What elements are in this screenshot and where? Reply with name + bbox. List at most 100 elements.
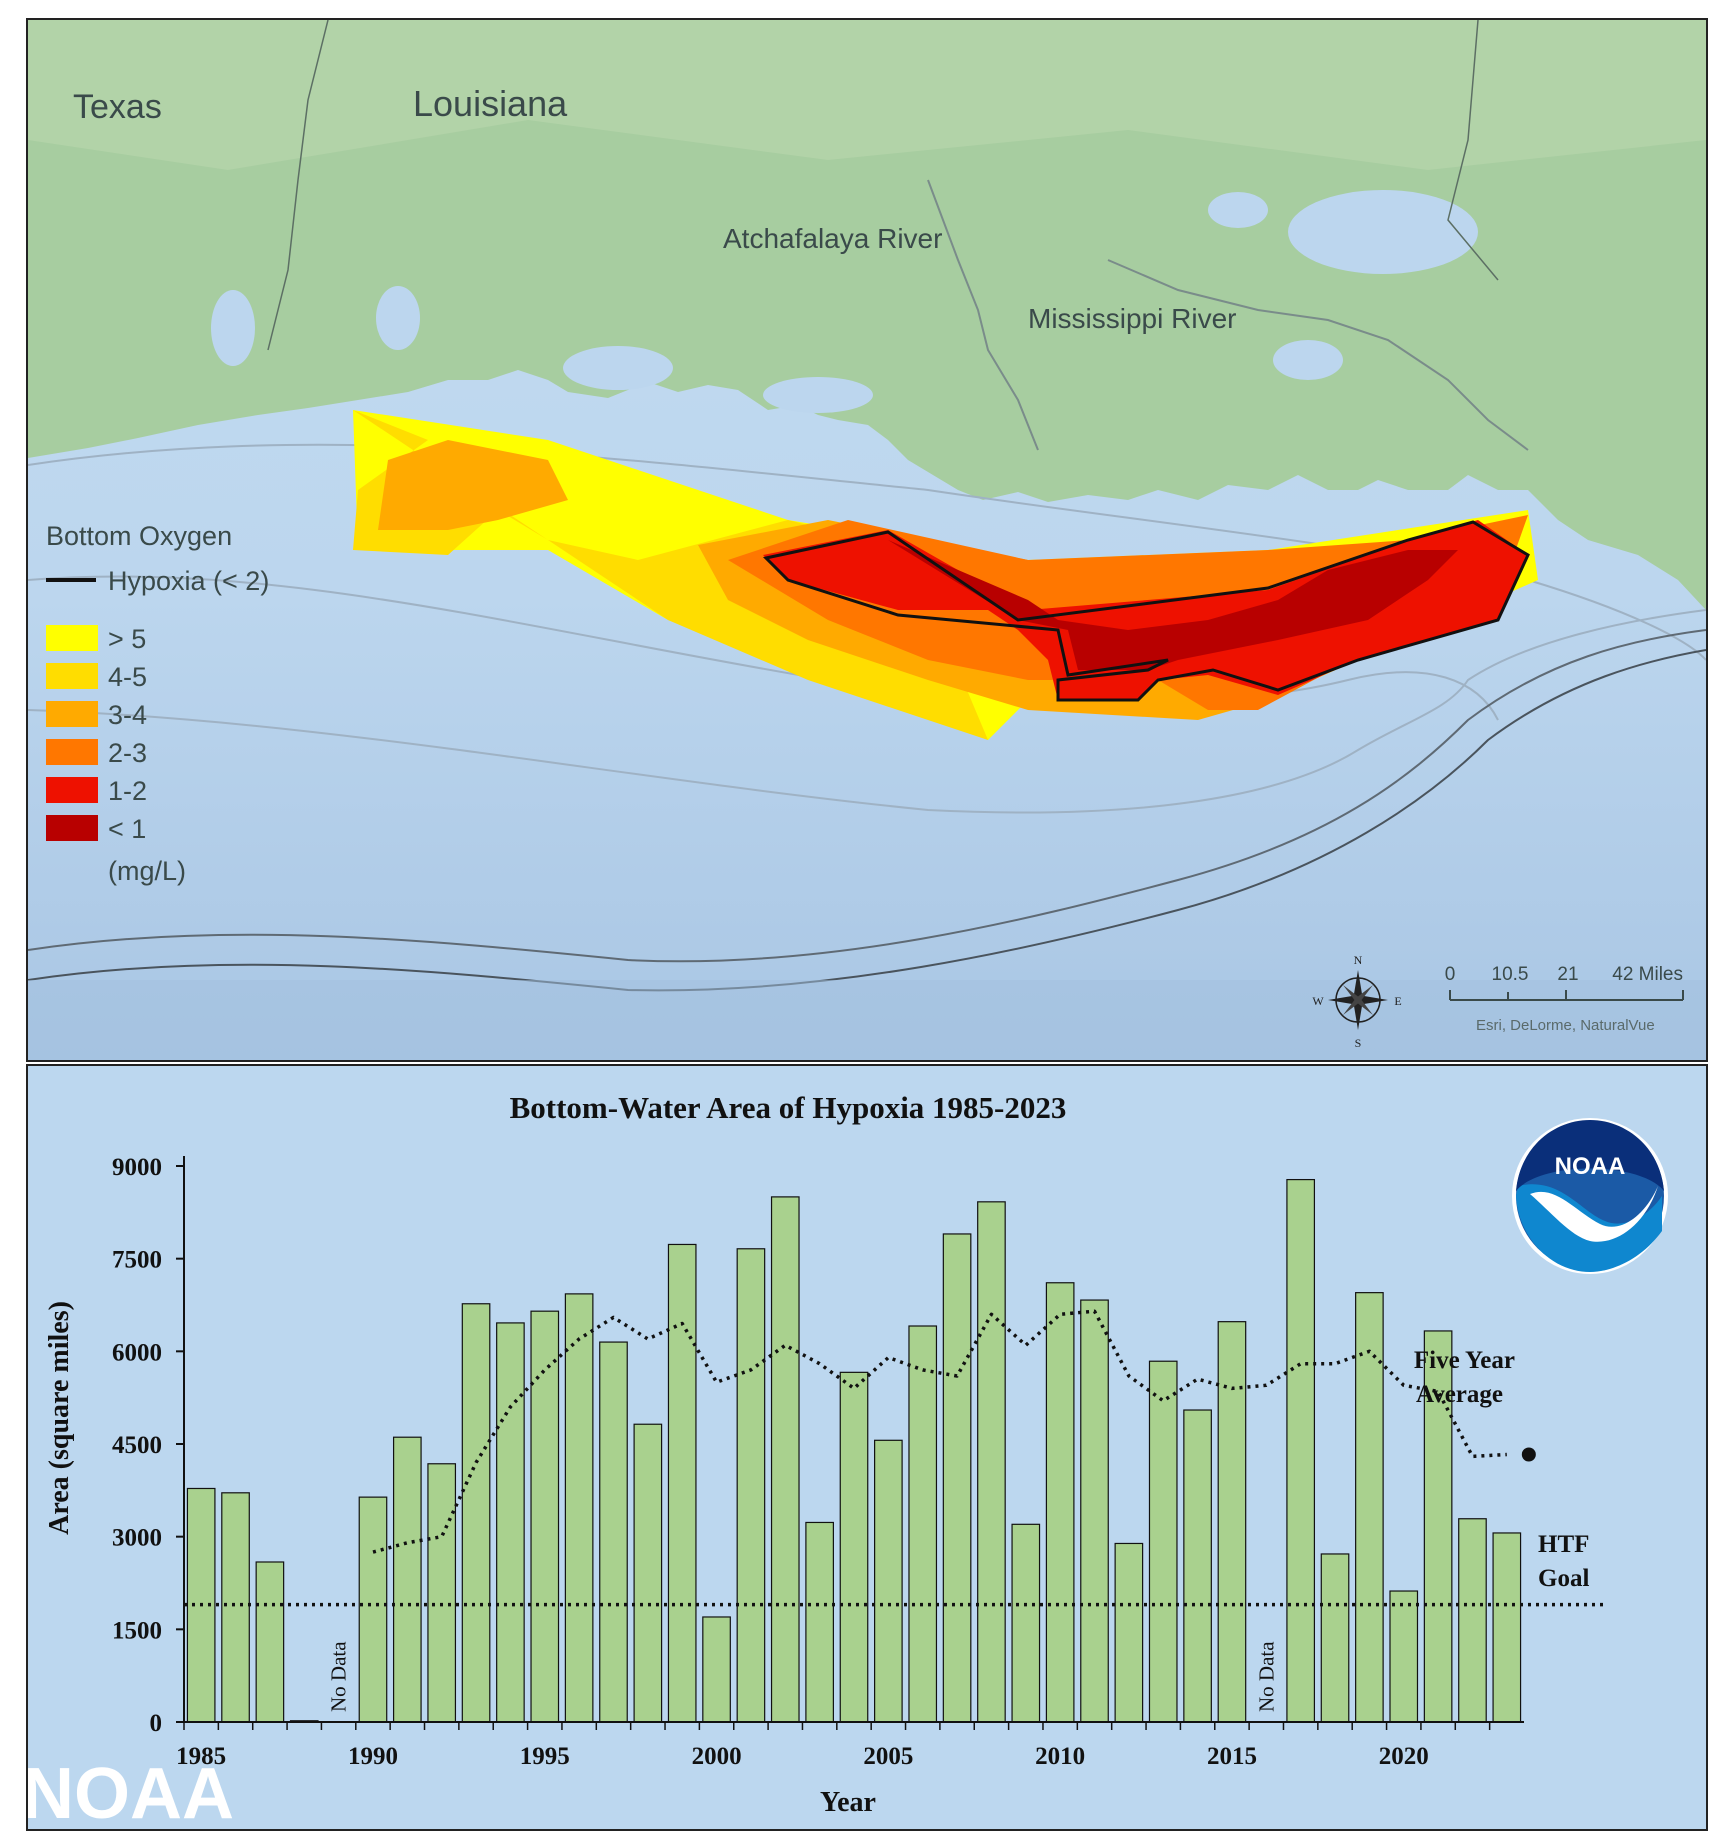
atchafalaya-river-line (927, 179, 1039, 451)
oxygen-zones (353, 410, 1538, 740)
x-tick-label-2010: 2010 (1035, 1743, 1085, 1770)
bar-2018 (1320, 1553, 1350, 1723)
sabine-lake (211, 290, 255, 366)
zone-1-2 (763, 520, 1528, 700)
bar-2010 (1045, 1282, 1075, 1723)
label-texas: Texas (73, 88, 162, 126)
y-tick-label-6000: 6000 (112, 1339, 162, 1366)
compass-e: E (1394, 994, 1401, 1008)
legend-title: Bottom Oxygen (46, 521, 232, 551)
scale-tick-10-5: 10.5 (1492, 964, 1529, 985)
x-tick-label-1985: 1985 (176, 1743, 226, 1770)
bar-1999 (667, 1243, 697, 1723)
bar-2013 (1148, 1360, 1178, 1723)
label-mississippi-river: Mississippi River (1028, 303, 1236, 334)
bar-2022 (1458, 1518, 1487, 1723)
bar-2009 (1011, 1523, 1041, 1723)
htf-label-line2: Goal (1538, 1565, 1589, 1592)
axes: 0 1500 3000 4500 6000 7500 9000 1985 1990 1995 200… (112, 1154, 1524, 1770)
lake-pontchartrain (1288, 190, 1478, 274)
legend-class-label-0: > 5 (108, 624, 146, 654)
oxygen-legend: Bottom Oxygen Hypoxia (< 2) > 5 4-5 3-4 2-3… (46, 521, 269, 886)
calcasieu-lake (376, 286, 420, 350)
bar-2020 (1389, 1590, 1419, 1723)
lake-maurepas (1208, 192, 1268, 228)
hypoxia-area-chart: Bottom-Water Area of Hypoxia 1985-2023 A… (26, 1064, 1708, 1831)
legend-class-label-2: 3-4 (108, 700, 147, 730)
bar-2007 (942, 1233, 972, 1723)
htf-label-line1: HTF (1538, 1531, 1589, 1558)
bar-1992 (427, 1463, 457, 1723)
legend-swatch-5 (46, 815, 98, 841)
five-year-average-line (372, 1309, 1536, 1554)
lake-salvador (1273, 340, 1343, 380)
shelf-edge-contour-2 (28, 649, 1706, 992)
legend-class-label-3: 2-3 (108, 738, 147, 768)
y-tick-label-7500: 7500 (112, 1247, 162, 1274)
y-tick-label-1500: 1500 (112, 1617, 162, 1644)
x-tick-label-2005: 2005 (863, 1743, 913, 1770)
hypoxia-map: Texas Louisiana Atchafalaya River Missis… (26, 18, 1708, 1062)
bar-2004 (839, 1371, 869, 1723)
noaa-logo-text: NOAA (1555, 1153, 1626, 1180)
legend-swatch-2 (46, 701, 98, 727)
bar-2023 (1492, 1532, 1522, 1723)
scale-tick-42: 42 Miles (1612, 964, 1683, 985)
legend-class-label-1: 4-5 (108, 662, 147, 692)
bar-2000 (702, 1616, 731, 1723)
zone-4-5 (353, 410, 988, 740)
bar-2021 (1423, 1330, 1453, 1723)
y-axis-label: Area (square miles) (44, 1301, 75, 1535)
five-year-label-line2: Average (1416, 1381, 1503, 1408)
legend-class-label-5: < 1 (108, 814, 146, 844)
compass-rose-icon: N S E W (1312, 953, 1401, 1050)
coastal-land (28, 20, 1706, 610)
contour-50m (28, 609, 1706, 814)
scale-bar: 0 10.5 21 42 Miles Esri, DeLorme, Natura… (1445, 964, 1684, 1034)
x-axis-label: Year (820, 1787, 876, 1818)
no-data-labels: No Data No Data (327, 1641, 1279, 1712)
five-year-average-endpoint (1521, 1447, 1536, 1462)
scale-tick-21: 21 (1557, 964, 1578, 985)
bar-2002 (770, 1196, 800, 1723)
legend-swatch-0 (46, 625, 98, 651)
bar-1991 (392, 1436, 422, 1723)
deep-water (28, 980, 1706, 1060)
y-tick-label-0: 0 (150, 1710, 163, 1737)
bar-2019 (1355, 1292, 1384, 1723)
bar-2008 (977, 1201, 1006, 1723)
bar-1990 (358, 1496, 388, 1723)
x-tick-label-1995: 1995 (520, 1743, 570, 1770)
noaa-logo: NOAA (1512, 1118, 1668, 1274)
legend-classes: > 5 4-5 3-4 2-3 1-2 < 1 (46, 624, 147, 844)
no-data-label-2016: No Data (1254, 1641, 1278, 1712)
x-tick-label-2000: 2000 (692, 1743, 742, 1770)
label-atchafalaya-river: Atchafalaya River (723, 223, 942, 254)
bar-2012 (1114, 1542, 1144, 1723)
bar-2006 (908, 1325, 938, 1723)
bar-1986 (221, 1492, 250, 1723)
bar-2003 (805, 1521, 834, 1723)
bar-1997 (599, 1341, 628, 1723)
bar-1993 (461, 1303, 491, 1723)
white-lake (563, 346, 673, 390)
five-year-average-path (372, 1309, 1507, 1554)
mississippi-river-line (1107, 259, 1529, 451)
bar-2015 (1217, 1321, 1247, 1723)
vermilion-bay (763, 377, 873, 413)
land-shading (28, 20, 1706, 170)
zone-lt1 (888, 540, 1458, 670)
compass-n: N (1354, 953, 1363, 967)
y-tick-label-4500: 4500 (112, 1432, 162, 1459)
y-tick-label-9000: 9000 (112, 1154, 162, 1181)
x-tick-label-2020: 2020 (1379, 1743, 1429, 1770)
shelf-edge-contour (28, 629, 1706, 963)
bar-2005 (874, 1439, 903, 1723)
chart-title: Bottom-Water Area of Hypoxia 1985-2023 (510, 1090, 1067, 1125)
bar-1996 (564, 1293, 594, 1723)
legend-swatch-4 (46, 777, 98, 803)
bar-1987 (255, 1561, 285, 1723)
scale-tick-0: 0 (1445, 964, 1456, 985)
bar-series (186, 1178, 1522, 1723)
bar-2017 (1286, 1178, 1316, 1723)
